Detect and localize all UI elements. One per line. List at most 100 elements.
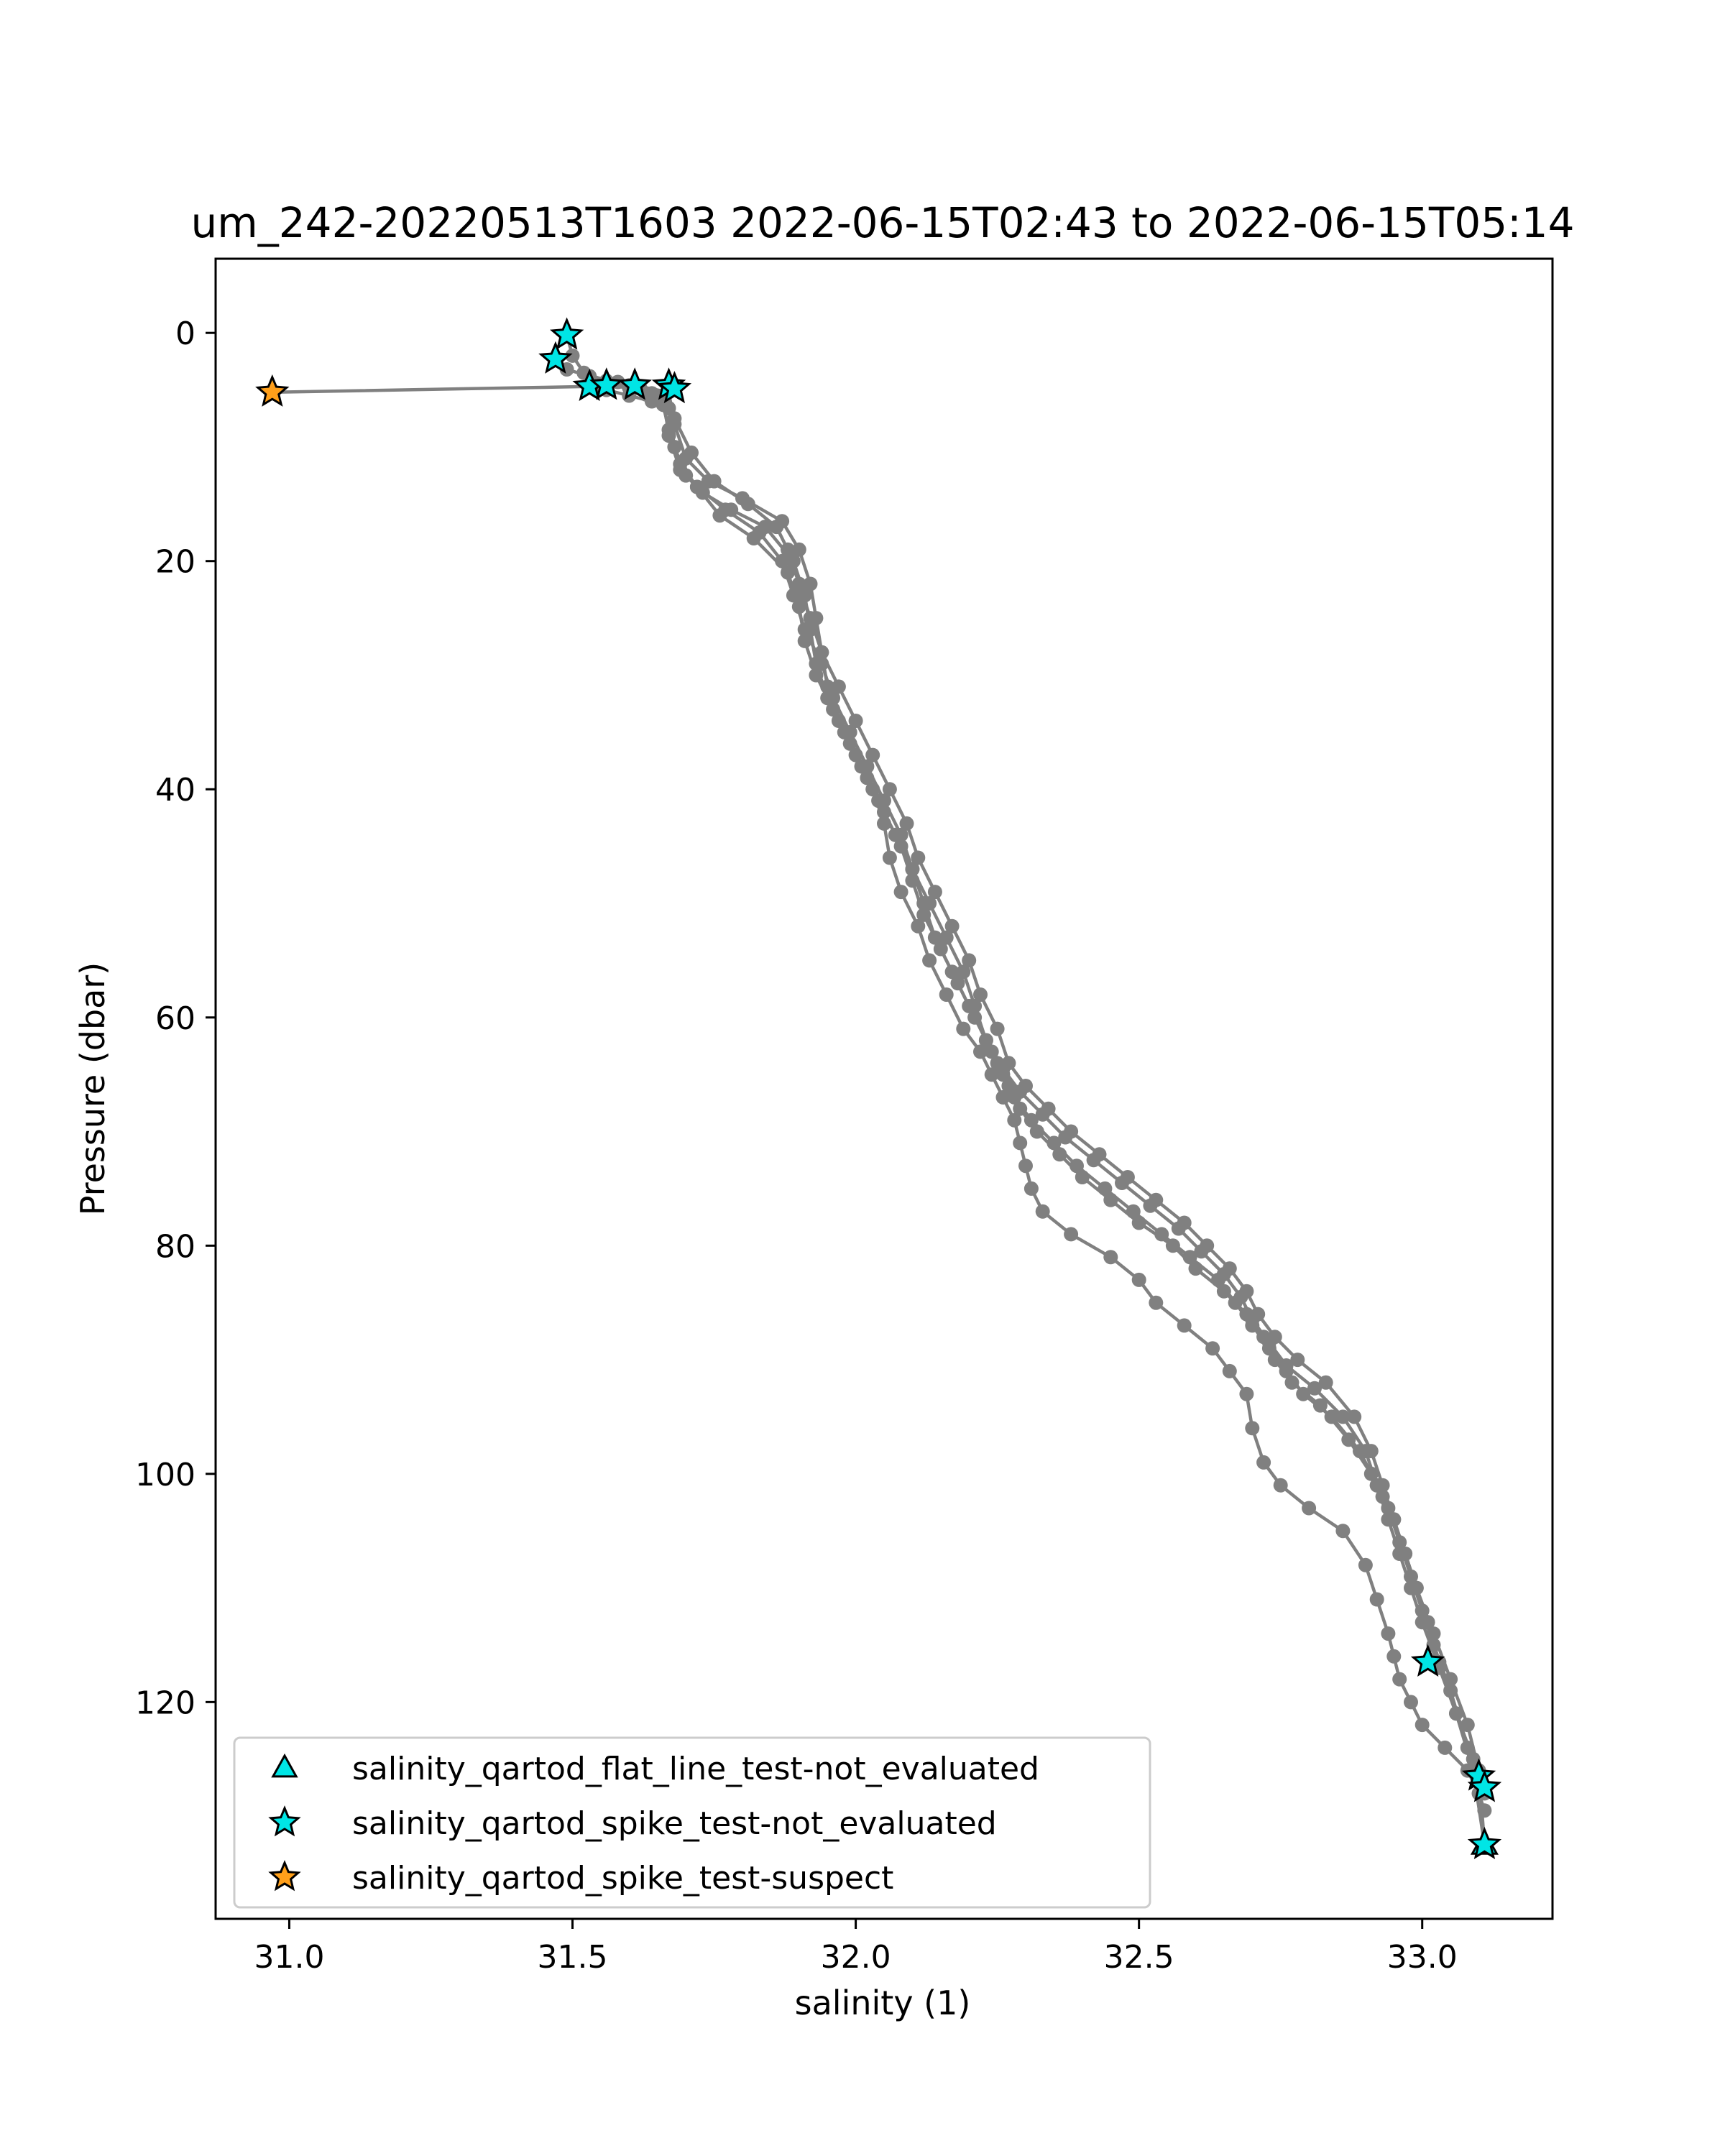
profile-point xyxy=(1216,1267,1231,1281)
profile-point xyxy=(1177,1318,1192,1333)
legend-entry-label: salinity_qartod_spike_test-not_evaluated xyxy=(352,1805,997,1842)
profile-point xyxy=(786,588,801,603)
profile-point xyxy=(1046,1135,1062,1151)
profile-point xyxy=(1392,1672,1407,1687)
profile-point xyxy=(956,964,971,980)
profile-point xyxy=(905,862,920,877)
profile-point xyxy=(1335,1409,1351,1424)
x-tick-label: 32.5 xyxy=(1104,1939,1174,1976)
legend: salinity_qartod_flat_line_test-not_evalu… xyxy=(233,1736,1151,1909)
profile-point xyxy=(927,885,942,900)
profile-point xyxy=(1007,1112,1022,1128)
flag-marker-star xyxy=(255,374,290,407)
profile-point xyxy=(1245,1421,1260,1436)
flag-marker-star xyxy=(1467,1769,1502,1802)
profile-point xyxy=(791,542,806,557)
profile-point xyxy=(1086,1153,1101,1168)
profile-line xyxy=(272,384,1486,1789)
profile-point xyxy=(809,668,824,683)
profile-point xyxy=(1035,1107,1050,1122)
legend-entry-label: salinity_qartod_flat_line_test-not_evalu… xyxy=(352,1751,1039,1787)
y-tick-label: 60 xyxy=(155,1000,196,1037)
profile-point xyxy=(944,918,960,934)
profile-point xyxy=(842,724,857,740)
legend-marker-star xyxy=(268,1805,301,1837)
plot-frame xyxy=(214,257,1554,1920)
profile-point xyxy=(1404,1580,1418,1595)
profile-point xyxy=(893,885,908,900)
y-tick-label: 0 xyxy=(175,315,196,352)
profile-point xyxy=(973,1044,988,1059)
profile-point xyxy=(1018,1158,1033,1174)
profile-point xyxy=(1024,1181,1039,1196)
x-tick-label: 31.0 xyxy=(254,1939,324,1976)
profile-point xyxy=(956,1021,971,1036)
profile-point xyxy=(1449,1706,1463,1721)
profile-point xyxy=(911,850,926,865)
y-tick-label: 80 xyxy=(155,1228,196,1265)
profile-point xyxy=(1245,1312,1260,1327)
profile-point xyxy=(718,502,733,517)
y-tick-label: 100 xyxy=(135,1457,196,1493)
profile-point xyxy=(803,576,818,591)
profile-point xyxy=(1222,1363,1237,1378)
profile-point xyxy=(1466,1751,1481,1766)
profile-point xyxy=(882,850,897,865)
flag-marker-star xyxy=(1410,1644,1445,1677)
profile-point xyxy=(1381,1626,1396,1641)
profile-point xyxy=(848,714,863,728)
profile-point xyxy=(740,497,755,512)
profile-point xyxy=(877,793,891,808)
profile-point xyxy=(939,987,954,1002)
profile-point xyxy=(781,542,795,557)
flag-marker-star xyxy=(538,341,573,374)
profile-point xyxy=(831,679,846,694)
profile-point xyxy=(911,918,926,934)
profile-point xyxy=(1205,1341,1220,1356)
profile-point xyxy=(1273,1478,1288,1493)
x-axis-label: salinity (1) xyxy=(795,1984,971,2022)
profile-point xyxy=(1154,1227,1169,1242)
profile-point xyxy=(1307,1381,1322,1396)
y-tick-label: 20 xyxy=(155,544,196,581)
profile-point xyxy=(1414,1615,1430,1630)
profile-point xyxy=(826,691,841,706)
profile-point xyxy=(922,896,937,911)
profile-point xyxy=(1131,1272,1146,1287)
profile-point xyxy=(882,782,897,797)
profile-point xyxy=(1013,1084,1028,1099)
profile-point xyxy=(797,622,812,637)
profile-point xyxy=(1358,1557,1373,1572)
legend-entry-label: salinity_qartod_spike_test-suspect xyxy=(352,1860,893,1897)
profile-point xyxy=(893,827,908,842)
profile-point xyxy=(916,907,932,922)
profile-point xyxy=(1024,1112,1039,1128)
profile-point xyxy=(752,525,767,540)
legend-marker-triangle xyxy=(271,1753,298,1778)
profile-point xyxy=(673,456,688,471)
profile-point xyxy=(1369,1592,1384,1607)
profile-point xyxy=(899,816,914,831)
profile-point xyxy=(1318,1375,1333,1390)
flag-marker-star xyxy=(589,367,624,400)
profile-point xyxy=(995,1061,1011,1077)
profile-point xyxy=(939,930,954,945)
profile-point xyxy=(775,553,790,568)
x-tick-label: 31.5 xyxy=(538,1939,608,1976)
profile-point xyxy=(1392,1547,1407,1561)
profile-point xyxy=(1194,1244,1209,1259)
profile-point xyxy=(1070,1158,1084,1174)
profile-point xyxy=(922,953,937,968)
profile-point xyxy=(661,423,676,438)
profile-point xyxy=(973,987,988,1002)
profile-line xyxy=(565,334,1486,1811)
profile-point xyxy=(769,520,784,535)
profile-point xyxy=(1058,1130,1073,1145)
profile-point xyxy=(1335,1524,1351,1539)
flag-marker-star xyxy=(1467,1826,1502,1859)
y-axis-label: Pressure (dbar) xyxy=(73,962,112,1215)
x-tick-label: 33.0 xyxy=(1387,1939,1458,1976)
profile-point xyxy=(860,759,875,774)
profile-point xyxy=(1013,1135,1028,1151)
